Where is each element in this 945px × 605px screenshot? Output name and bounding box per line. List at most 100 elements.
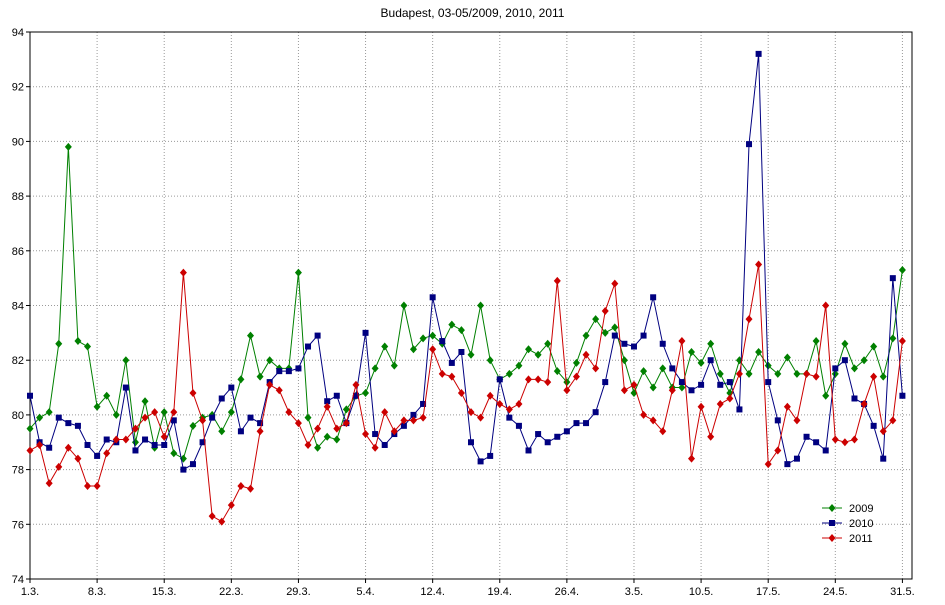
data-point-2010 [640, 332, 647, 339]
data-point-2009 [572, 358, 580, 367]
data-point-2011 [93, 482, 101, 491]
data-point-2009 [237, 375, 245, 384]
legend-item-2009: 2009 [822, 503, 873, 515]
data-point-2010 [870, 422, 877, 429]
y-tick-label: 92 [12, 82, 24, 94]
data-point-2010 [554, 433, 561, 440]
data-point-2010 [832, 365, 839, 372]
data-point-2009 [553, 367, 561, 376]
data-point-2011 [179, 268, 187, 277]
data-point-2010 [420, 400, 427, 407]
data-point-2009 [601, 328, 609, 337]
data-point-2011 [314, 424, 322, 433]
data-point-2011 [534, 375, 542, 384]
data-point-2009 [467, 350, 475, 359]
data-point-2009 [419, 334, 427, 343]
data-point-2010 [774, 417, 781, 424]
data-point-2009 [525, 345, 533, 354]
data-point-2010 [132, 447, 139, 454]
data-point-2010 [189, 461, 196, 468]
data-point-2010 [410, 411, 417, 418]
data-point-2009 [563, 378, 571, 387]
data-point-2011 [544, 378, 552, 387]
data-point-2010 [352, 392, 359, 399]
data-point-2009 [822, 391, 830, 400]
data-point-2011 [697, 402, 705, 411]
data-point-2010 [55, 414, 62, 421]
data-point-2009 [841, 339, 849, 348]
data-point-2010 [889, 275, 896, 282]
data-point-2011 [755, 260, 763, 269]
legend-swatch-marker [828, 504, 836, 512]
data-point-2011 [496, 399, 504, 408]
data-point-2009 [371, 364, 379, 373]
data-point-2010 [515, 422, 522, 429]
data-point-2010 [841, 357, 848, 364]
data-point-2009 [640, 367, 648, 376]
data-point-2011 [803, 369, 811, 378]
y-tick-label: 94 [12, 27, 24, 39]
data-point-2011 [831, 435, 839, 444]
data-point-2010 [563, 428, 570, 435]
data-point-2010 [74, 422, 81, 429]
legend-swatch-marker [829, 520, 835, 526]
y-tick-label: 74 [12, 574, 24, 586]
data-point-2009 [74, 337, 82, 346]
data-point-2009 [620, 356, 628, 365]
data-point-2009 [716, 369, 724, 378]
data-point-2011 [678, 337, 686, 346]
legend: 2009 2010 2011 [822, 503, 873, 545]
data-point-2010 [707, 357, 714, 364]
data-point-2011 [409, 416, 417, 425]
data-point-2009 [812, 337, 820, 346]
data-point-2011 [822, 301, 830, 310]
data-point-2011 [352, 380, 360, 389]
data-point-2009 [457, 326, 465, 335]
data-point-2010 [199, 439, 206, 446]
data-point-2010 [429, 294, 436, 301]
y-tick-label: 78 [12, 465, 24, 477]
data-point-2011 [515, 399, 523, 408]
legend-label: 2009 [849, 503, 873, 515]
data-point-2011 [582, 350, 590, 359]
data-point-2010 [247, 414, 254, 421]
data-point-2009 [707, 339, 715, 348]
data-point-2011 [208, 512, 216, 521]
data-point-2011 [870, 372, 878, 381]
data-point-2010 [813, 439, 820, 446]
data-point-2009 [611, 323, 619, 332]
data-point-2011 [850, 435, 858, 444]
data-point-2010 [285, 368, 292, 375]
data-point-2009 [333, 435, 341, 444]
data-point-2010 [544, 439, 551, 446]
data-point-2009 [793, 369, 801, 378]
data-point-2011 [371, 443, 379, 452]
data-point-2011 [112, 435, 120, 444]
axes: 74 76 78 80 82 84 86 88 90 92 94 1.3. 8.3. 15.3. 22.3.… [12, 27, 915, 598]
data-point-2010 [592, 409, 599, 416]
data-point-2011 [620, 386, 628, 395]
data-point-2011 [429, 345, 437, 354]
data-point-2009 [889, 334, 897, 343]
data-point-2011 [438, 369, 446, 378]
data-point-2011 [103, 449, 111, 458]
data-point-2009 [831, 369, 839, 378]
x-tick-label: 10.5. [689, 586, 713, 598]
data-point-2010 [688, 387, 695, 394]
data-point-2009 [592, 315, 600, 324]
data-point-2010 [851, 395, 858, 402]
data-point-2010 [400, 422, 407, 429]
data-point-2011 [505, 405, 513, 414]
y-tick-label: 84 [12, 301, 24, 313]
data-point-2010 [372, 431, 379, 438]
data-point-2010 [583, 420, 590, 427]
data-point-2009 [314, 443, 322, 452]
data-point-2011 [812, 372, 820, 381]
data-point-2010 [765, 379, 772, 386]
data-point-2009 [45, 408, 53, 417]
x-tick-label: 31.5. [890, 586, 914, 598]
y-tick-label: 86 [12, 246, 24, 258]
data-point-2010 [784, 461, 791, 468]
series-2011 [26, 260, 906, 526]
